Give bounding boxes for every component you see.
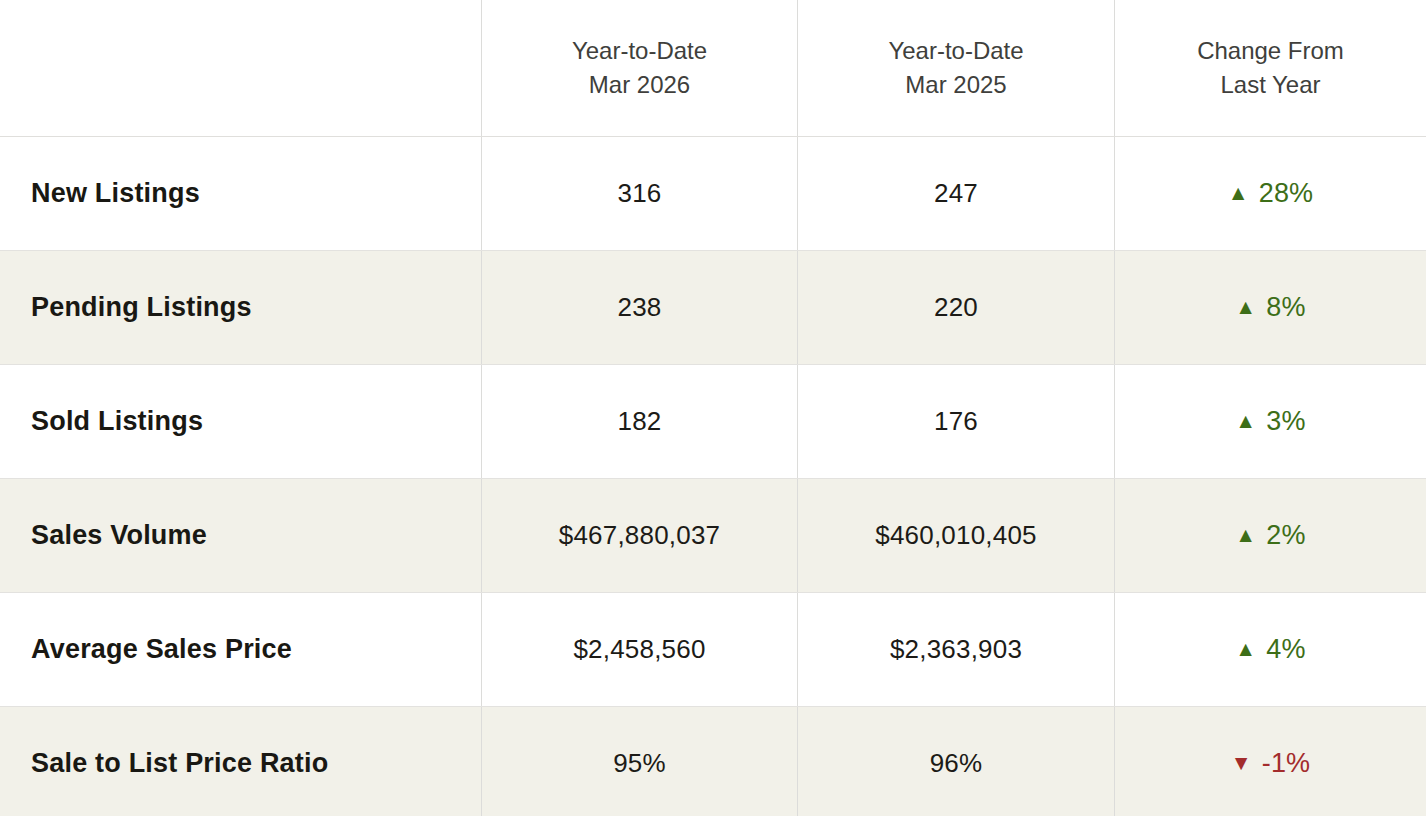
value-ytd-2025: 220 — [797, 251, 1114, 364]
change-percent: 3% — [1266, 406, 1305, 437]
row-label: Sold Listings — [0, 365, 481, 478]
change-value: 8% — [1114, 251, 1426, 364]
change-percent: 28% — [1259, 178, 1314, 209]
header-ytd-2026: Year-to-Date Mar 2026 — [481, 0, 797, 136]
value-ytd-2025: $2,363,903 — [797, 593, 1114, 706]
trend-arrow-icon — [1228, 182, 1249, 203]
trend-arrow-icon — [1235, 410, 1256, 431]
value-ytd-2025: 176 — [797, 365, 1114, 478]
table-row-sold-listings: Sold Listings 182 176 3% — [0, 365, 1426, 479]
value-ytd-2025: 96% — [797, 707, 1114, 816]
value-ytd-2025: $460,010,405 — [797, 479, 1114, 592]
table-row-sales-volume: Sales Volume $467,880,037 $460,010,405 2… — [0, 479, 1426, 593]
change-value: 28% — [1114, 137, 1426, 250]
market-stats-table: Year-to-Date Mar 2026 Year-to-Date Mar 2… — [0, 0, 1426, 816]
value-ytd-2026: 182 — [481, 365, 797, 478]
header-ytd-2025-line1: Year-to-Date — [888, 34, 1023, 68]
change-percent: 4% — [1266, 634, 1305, 665]
value-ytd-2026: $467,880,037 — [481, 479, 797, 592]
row-label: New Listings — [0, 137, 481, 250]
trend-arrow-icon — [1235, 638, 1256, 659]
table-header-row: Year-to-Date Mar 2026 Year-to-Date Mar 2… — [0, 0, 1426, 137]
table-row-sale-to-list-ratio: Sale to List Price Ratio 95% 96% -1% — [0, 707, 1426, 816]
table-row-average-sales-price: Average Sales Price $2,458,560 $2,363,90… — [0, 593, 1426, 707]
value-ytd-2026: 316 — [481, 137, 797, 250]
value-ytd-2026: 238 — [481, 251, 797, 364]
value-ytd-2026: $2,458,560 — [481, 593, 797, 706]
change-value: 2% — [1114, 479, 1426, 592]
row-label: Average Sales Price — [0, 593, 481, 706]
header-change-line1: Change From — [1197, 34, 1344, 68]
header-change: Change From Last Year — [1114, 0, 1426, 136]
row-label: Sales Volume — [0, 479, 481, 592]
change-value: -1% — [1114, 707, 1426, 816]
value-ytd-2025: 247 — [797, 137, 1114, 250]
trend-arrow-icon — [1231, 752, 1252, 773]
trend-arrow-icon — [1235, 296, 1256, 317]
change-value: 4% — [1114, 593, 1426, 706]
change-percent: -1% — [1262, 748, 1311, 779]
header-ytd-2025-line2: Mar 2025 — [888, 68, 1023, 102]
header-ytd-2025: Year-to-Date Mar 2025 — [797, 0, 1114, 136]
value-ytd-2026: 95% — [481, 707, 797, 816]
table-row-new-listings: New Listings 316 247 28% — [0, 137, 1426, 251]
header-change-line2: Last Year — [1197, 68, 1344, 102]
header-metric-blank — [0, 0, 481, 136]
header-ytd-2026-line2: Mar 2026 — [572, 68, 707, 102]
trend-arrow-icon — [1235, 524, 1256, 545]
row-label: Sale to List Price Ratio — [0, 707, 481, 816]
header-ytd-2026-line1: Year-to-Date — [572, 34, 707, 68]
change-percent: 8% — [1266, 292, 1305, 323]
row-label: Pending Listings — [0, 251, 481, 364]
table-row-pending-listings: Pending Listings 238 220 8% — [0, 251, 1426, 365]
change-value: 3% — [1114, 365, 1426, 478]
change-percent: 2% — [1266, 520, 1305, 551]
